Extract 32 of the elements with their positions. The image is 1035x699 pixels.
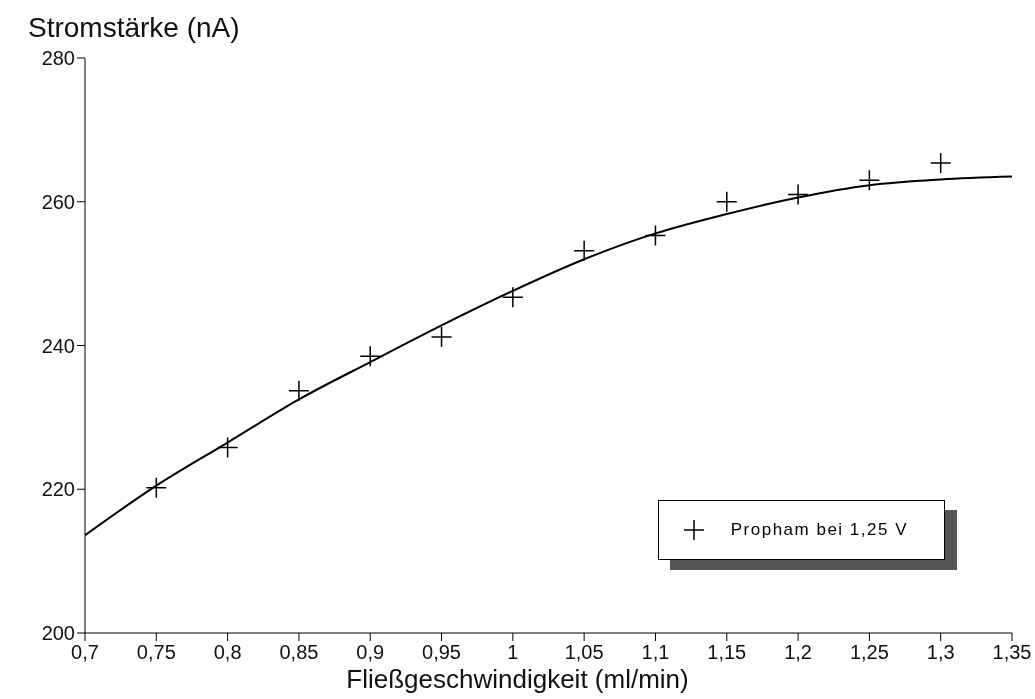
legend-label: Propham bei 1,25 V [730,520,908,540]
point [929,152,952,174]
x-tick-label: 1,05 [564,641,604,664]
point [216,436,239,459]
point [716,191,738,213]
x-tick-label: 0,85 [279,641,319,664]
point [573,239,595,262]
point [858,169,881,191]
x-tick-label: 1 [507,641,519,664]
x-tick-label: 1,25 [849,641,889,664]
x-tick-label: 1,2 [784,641,812,664]
y-tick-label: 220 [41,478,75,501]
x-axis-title: Fließgeschwindigkeit (ml/min) [345,664,690,695]
x-tick-label: 1,15 [707,641,747,664]
point [644,224,667,247]
x-tick-label: 0,9 [356,641,385,664]
point [288,380,310,402]
x-tick-label: 0,95 [422,641,462,664]
x-tick-label: 0,75 [136,641,176,664]
point [787,183,809,206]
y-axis-title: Stromstärke (nA) [28,12,240,44]
point [359,345,381,368]
x-tick-label: 1,3 [926,641,955,664]
point [145,477,168,499]
x-tick-label: 1,1 [641,641,670,664]
x-tick-label: 0,8 [213,641,242,664]
y-tick-label: 280 [41,47,75,70]
y-tick-label: 240 [41,334,75,357]
point [430,326,453,348]
x-tick-label: 1,35 [992,641,1032,664]
point [502,286,524,309]
y-tick-label: 260 [41,190,75,213]
